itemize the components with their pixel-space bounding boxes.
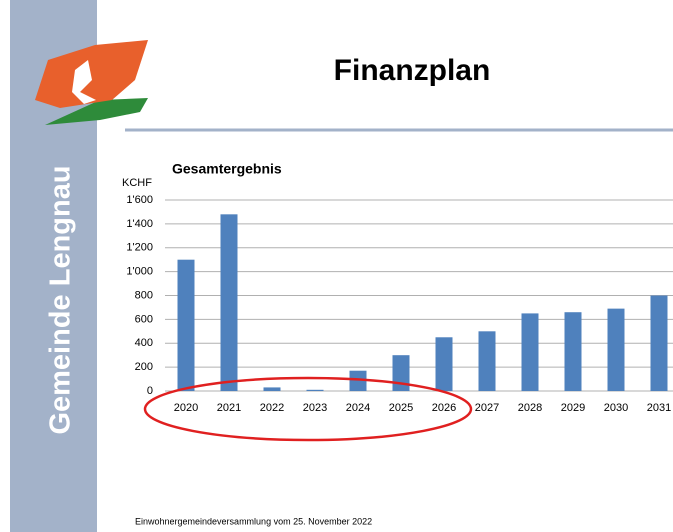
footer: Einwohnergemeindeversammlung vom 25. Nov…	[135, 516, 372, 526]
bar	[564, 312, 582, 391]
x-tick-label: 2028	[518, 402, 542, 414]
x-tick-label: 2022	[260, 402, 284, 414]
y-tick-label: 200	[135, 361, 153, 373]
bar	[521, 313, 539, 391]
x-tick-label: 2030	[604, 402, 628, 414]
y-tick-label: 400	[135, 337, 153, 349]
bar	[478, 331, 496, 391]
bar	[263, 387, 281, 391]
y-tick-label: 0	[147, 385, 153, 397]
slide-title: Finanzplan	[334, 54, 491, 87]
y-tick-label: 1'600	[126, 194, 153, 206]
y-tick-label: 1'400	[126, 218, 153, 230]
bar	[435, 337, 453, 391]
x-tick-label: 2021	[217, 402, 241, 414]
x-tick-label: 2024	[346, 402, 370, 414]
bar	[177, 259, 195, 391]
highlight-ellipse	[143, 376, 473, 442]
y-tick-label: 1'000	[126, 266, 153, 278]
y-tick-label: 1'200	[126, 242, 153, 254]
x-tick-label: 2020	[174, 402, 198, 414]
x-tick-label: 2023	[303, 402, 327, 414]
bar	[306, 389, 324, 391]
y-tick-label: 600	[135, 313, 153, 325]
bar	[349, 370, 367, 391]
bar	[392, 355, 410, 391]
x-tick-label: 2031	[647, 402, 671, 414]
y-tick-label: 800	[135, 289, 153, 301]
y-axis-label: KCHF	[122, 177, 152, 189]
chart-title: Gesamtergebnis	[172, 161, 282, 177]
logo	[35, 40, 148, 125]
bar	[607, 308, 625, 391]
bar	[650, 295, 668, 391]
bar	[220, 214, 238, 391]
x-tick-label: 2029	[561, 402, 585, 414]
x-tick-label: 2027	[475, 402, 499, 414]
sidebar-text: Gemeinde Lengnau	[45, 165, 77, 434]
x-tick-label: 2026	[432, 402, 456, 414]
x-tick-label: 2025	[389, 402, 413, 414]
